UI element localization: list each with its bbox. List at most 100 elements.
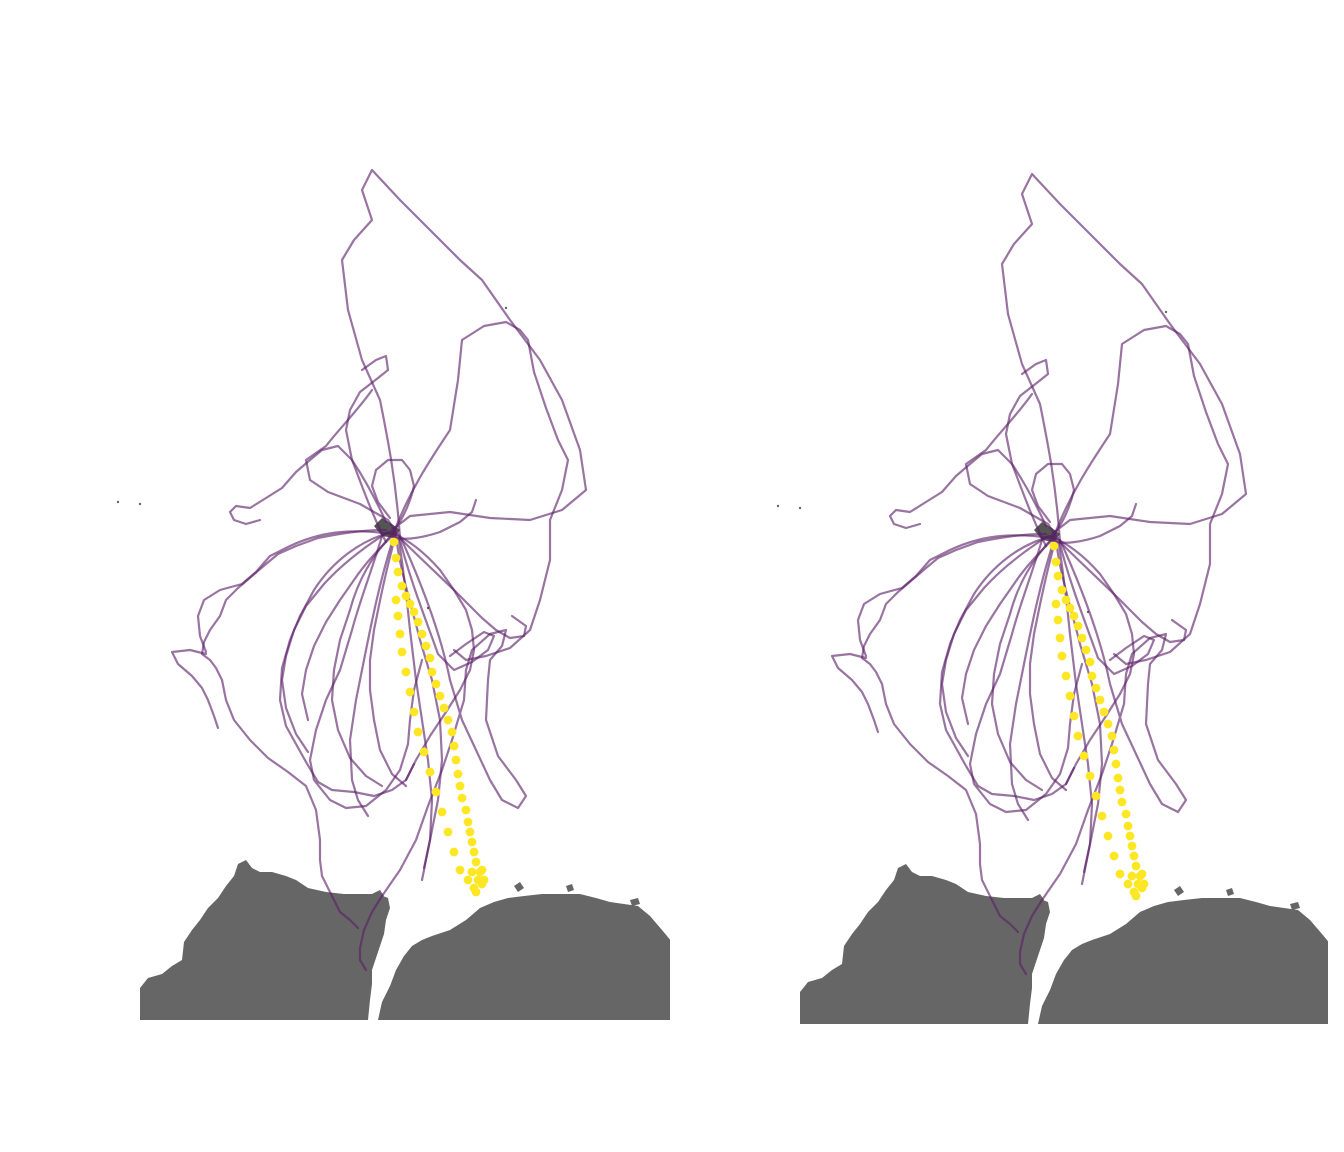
- highlight-point-48: [431, 787, 441, 797]
- highlight-point-5: [401, 591, 411, 601]
- landmass-6: [630, 898, 640, 906]
- highlight-point-14: [1095, 695, 1105, 705]
- highlight-point-11: [1085, 657, 1095, 667]
- highlight-point-51: [1109, 851, 1119, 861]
- highlight-point-12: [427, 667, 437, 677]
- highlight-point-19: [1111, 759, 1121, 769]
- highlight-point-23: [461, 805, 471, 815]
- foraging-track-14: [1048, 534, 1136, 786]
- foraging-track-3: [344, 354, 390, 544]
- highlight-point-5: [1061, 595, 1071, 605]
- foraging-track-22: [1058, 540, 1188, 644]
- highlight-point-41: [1057, 651, 1067, 661]
- highlight-point-47: [425, 767, 435, 777]
- highlight-point-40: [395, 629, 405, 639]
- foraging-track-17: [1058, 542, 1156, 676]
- highlight-point-13: [1091, 683, 1101, 693]
- highlight-point-20: [1113, 773, 1123, 783]
- highlight-point-28: [471, 857, 481, 867]
- foraging-track-8: [860, 532, 1048, 934]
- foraging-track-4: [304, 388, 398, 534]
- highlight-point-42: [401, 667, 411, 677]
- highlight-point-34: [1123, 879, 1133, 889]
- highlight-point-2: [391, 553, 401, 563]
- highlight-point-46: [419, 747, 429, 757]
- highlight-point-10: [421, 641, 431, 651]
- highlight-point-26: [467, 837, 477, 847]
- highlight-point-52: [1115, 869, 1125, 879]
- foraging-track-23: [1030, 462, 1076, 540]
- foraging-track-13: [368, 532, 408, 788]
- highlight-point-43: [405, 687, 415, 697]
- highlight-point-50: [443, 827, 453, 837]
- highlight-point-31: [1137, 869, 1147, 879]
- highlight-point-4: [397, 581, 407, 591]
- highlight-point-21: [455, 781, 465, 791]
- highlight-point-33: [467, 867, 477, 877]
- highlight-point-19: [451, 755, 461, 765]
- foraging-track-20: [280, 530, 390, 754]
- highlight-point-25: [1125, 831, 1135, 841]
- highlight-point-50: [1103, 831, 1113, 841]
- highlight-point-34: [463, 875, 473, 885]
- highlight-point-16: [1103, 719, 1113, 729]
- highlight-point-22: [457, 793, 467, 803]
- landmass-2: [1038, 898, 1328, 1024]
- landmass-2: [378, 894, 670, 1020]
- highlight-point-11: [425, 653, 435, 663]
- map-panel-right: [768, 160, 1328, 1040]
- highlight-point-20: [453, 769, 463, 779]
- highlight-point-52: [455, 865, 465, 875]
- highlight-point-12: [1087, 671, 1097, 681]
- highlight-point-23: [1121, 809, 1131, 819]
- highlight-point-3: [393, 567, 403, 577]
- highlight-point-7: [1069, 611, 1079, 621]
- highlight-point-25: [465, 827, 475, 837]
- highlight-point-8: [413, 617, 423, 627]
- highlight-point-28: [1131, 861, 1141, 871]
- highlight-point-3: [1053, 571, 1063, 581]
- map-canvas-right: [776, 172, 1328, 1024]
- highlight-point-21: [1115, 785, 1125, 795]
- landmass-5: [1226, 888, 1234, 896]
- foraging-track-8: [200, 528, 388, 930]
- highlight-point-6: [1065, 603, 1075, 613]
- map-panel-left: [110, 160, 670, 1040]
- foraging-track-2: [392, 320, 570, 662]
- highlight-point-9: [417, 629, 427, 639]
- highlight-point-26: [1127, 841, 1137, 851]
- islet-speck-2: [138, 502, 142, 506]
- foraging-track-18: [1008, 538, 1056, 822]
- highlight-point-24: [463, 817, 473, 827]
- highlight-point-48: [1091, 791, 1101, 801]
- highlight-point-46: [1079, 751, 1089, 761]
- foraging-track-17: [398, 538, 496, 672]
- highlight-point-36: [1137, 883, 1147, 893]
- islet-speck-3: [504, 306, 508, 310]
- foraging-track-21: [300, 532, 396, 722]
- foraging-track-14: [388, 530, 476, 782]
- highlight-point-14: [435, 691, 445, 701]
- islet-speck-2: [798, 506, 802, 510]
- highlight-point-16: [443, 715, 453, 725]
- highlight-point-27: [1129, 851, 1139, 861]
- foraging-track-3: [1004, 358, 1050, 548]
- foraging-track-18: [348, 534, 396, 818]
- foraging-track-11: [938, 534, 1076, 802]
- foraging-track-23: [370, 458, 416, 536]
- foraging-track-5: [358, 534, 528, 972]
- foraging-track-9: [856, 534, 1052, 658]
- highlight-point-40: [1055, 633, 1065, 643]
- highlight-point-45: [1073, 731, 1083, 741]
- highlight-point-41: [397, 647, 407, 657]
- highlight-point-15: [439, 703, 449, 713]
- highlight-point-6: [405, 599, 415, 609]
- foraging-track-10: [830, 652, 880, 734]
- foraging-track-4: [964, 392, 1058, 538]
- highlight-point-39: [1053, 615, 1063, 625]
- highlight-point-17: [1107, 731, 1117, 741]
- landmass-5: [566, 884, 574, 892]
- highlight-point-39: [393, 611, 403, 621]
- landmass-4: [1174, 886, 1184, 896]
